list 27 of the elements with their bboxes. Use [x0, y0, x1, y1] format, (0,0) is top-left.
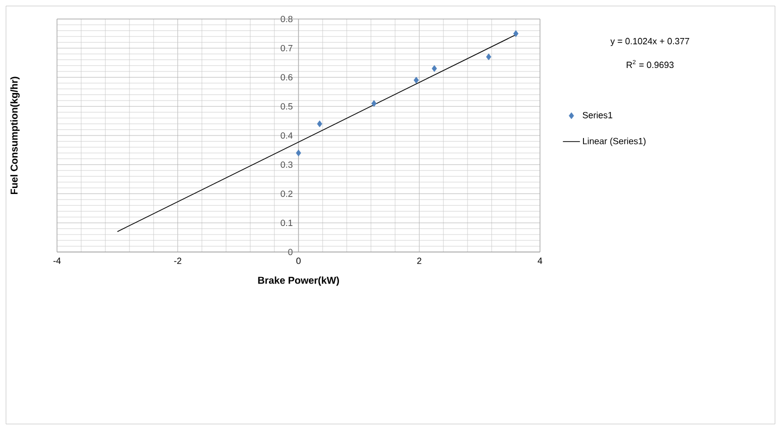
y-tick-label: 0.1	[280, 220, 292, 226]
legend-label: Series1	[582, 112, 612, 118]
point	[317, 120, 322, 128]
x-tick-label: 0	[296, 258, 301, 264]
y-tick-label: 0.5	[280, 103, 292, 110]
y-tick-label: 0.2	[280, 190, 292, 197]
point	[432, 65, 437, 72]
x-tick-label: 2	[417, 258, 422, 264]
point	[296, 150, 302, 156]
text: R$^{2}$ = 0.9693	[626, 60, 674, 68]
x-tick-label: 4	[538, 258, 542, 264]
point	[371, 100, 377, 107]
y-tick-label: 0.7	[280, 44, 292, 52]
x-axis-title: Brake Power(kW)	[258, 276, 339, 286]
point	[513, 30, 518, 37]
point	[414, 76, 419, 84]
y-tick-label: 0	[288, 248, 293, 256]
legend-label: Linear (Series1)	[583, 138, 646, 146]
point	[486, 53, 492, 60]
y-axis-title: Fuel Consumption(kg/hr)	[10, 76, 20, 194]
y-tick-label: 0.4	[280, 132, 293, 139]
text: y = 0.1024x + 0.377	[610, 38, 690, 46]
y-tick-label: 0.6	[280, 74, 292, 80]
x-tick-label: -4	[53, 258, 61, 264]
y-tick-label: 0.8	[280, 16, 292, 22]
x-tick-label: -2	[174, 258, 182, 264]
y-tick-label: 0.3	[280, 161, 292, 168]
